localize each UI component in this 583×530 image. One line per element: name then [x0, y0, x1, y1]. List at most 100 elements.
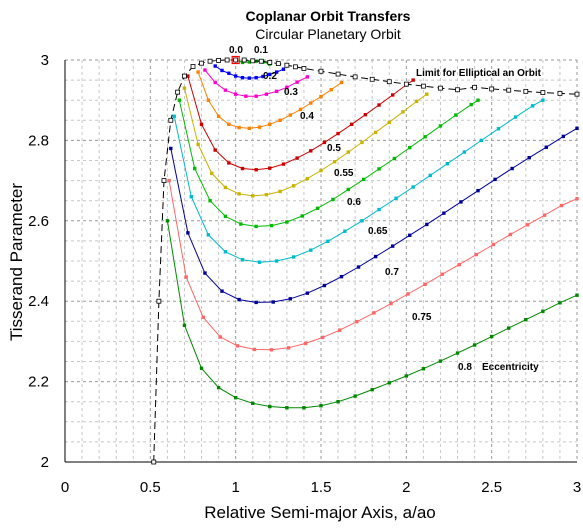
- series-limit-point: [168, 117, 174, 123]
- series-0-7-point: [493, 177, 497, 182]
- series-0-5-line: [187, 75, 414, 171]
- series-0-75-point: [508, 232, 513, 237]
- series-0-7-point: [186, 231, 190, 235]
- series-limit-point: [403, 81, 409, 87]
- series-0-8-point: [199, 366, 204, 371]
- series-0-55-point: [182, 86, 187, 90]
- series-0-55-point: [360, 140, 364, 145]
- series-0-8-point: [336, 400, 340, 404]
- x-axis-label: Relative Semi-major Axis, a/ao: [204, 503, 435, 522]
- series-limit-point: [557, 90, 563, 96]
- series-0-6-point: [223, 214, 228, 219]
- series-0-2-point: [227, 71, 231, 75]
- series-0-5-point: [336, 131, 340, 136]
- series-0-3-point: [223, 88, 228, 92]
- series-0-4-point: [247, 126, 252, 131]
- series-0-75-point: [457, 262, 461, 267]
- series-0-4-point: [227, 122, 231, 127]
- series-0-65-label: 0.65: [368, 226, 388, 237]
- series-0-7-point: [169, 146, 173, 151]
- series-0-4-point: [329, 88, 333, 92]
- series-0-65-point: [462, 150, 467, 154]
- series-0-4-point: [268, 122, 272, 127]
- series-0-2-point: [220, 68, 224, 73]
- series-0-7-point: [356, 265, 361, 269]
- series-0-8-point: [268, 404, 272, 409]
- series-0-7-point: [510, 166, 514, 171]
- series-0-5-point: [186, 74, 190, 78]
- series-0-55-point: [291, 184, 296, 188]
- series-0-3-point: [254, 94, 258, 98]
- series-0-8-point: [438, 359, 443, 363]
- series-0-55-point: [251, 194, 255, 198]
- series-0-8-point: [387, 381, 391, 385]
- series-0-65-point: [530, 104, 535, 108]
- series-0-55-point: [332, 160, 337, 164]
- series-limit-point: [216, 58, 222, 63]
- series-0-7-point: [544, 145, 548, 149]
- series-0-55-point: [278, 189, 282, 194]
- series-labels: 0.0 0.1 0.2 0.3 0.4 0.5 0.55 0.6 0.65 0.7 0.75 0.8: [229, 45, 472, 373]
- x-tick-label: 2.5: [481, 479, 502, 496]
- series-0-4-point: [309, 101, 313, 105]
- series-0-3-point: [244, 94, 248, 98]
- series-0-8-point: [472, 343, 477, 347]
- series-0-8-point: [233, 395, 238, 400]
- series-0-55-point: [223, 185, 228, 190]
- series-0-6-point: [208, 199, 212, 203]
- series-0-75-point: [389, 301, 393, 306]
- y-tick-label: 2.4: [28, 293, 49, 310]
- series-0-1-point: [247, 60, 252, 64]
- series-0-5-label: 0.5: [327, 143, 341, 154]
- series-0-7-point: [322, 283, 327, 288]
- series-0-6-point: [346, 187, 351, 192]
- series-0-65-point: [428, 173, 432, 178]
- series-0-55-point: [305, 176, 310, 181]
- series-0-7-point: [408, 233, 412, 237]
- series-0-6-point: [408, 145, 412, 150]
- series-0-6-point: [285, 220, 289, 224]
- series-0-75-point: [491, 242, 496, 247]
- series-limit-point: [523, 88, 529, 94]
- series-0-75-point: [406, 292, 410, 296]
- y-tick-label: 2.2: [28, 374, 49, 391]
- series-limit-point: [284, 62, 290, 68]
- tick-labels: 0 0.5 1 1.5 2 2.5 3 2 2.2 2.4 2.6 2.8 3: [28, 52, 581, 496]
- series-limit-point: [335, 71, 341, 77]
- series-0-75-point: [184, 275, 188, 279]
- series-limit-point: [455, 87, 460, 93]
- series-0-55-point: [387, 120, 391, 125]
- series-0-6-point: [239, 222, 243, 226]
- series-0-55-point: [346, 150, 351, 154]
- series-0-65-point: [309, 248, 313, 252]
- series-0-65-point: [223, 250, 228, 254]
- series-0-3-point: [305, 75, 310, 79]
- series-0-4-point: [196, 70, 200, 74]
- series-0-1-label: 0.1: [254, 45, 268, 56]
- series-0-8-point: [251, 401, 255, 406]
- x-tick-label: 1.5: [311, 479, 332, 496]
- series-0-8-point: [489, 334, 494, 339]
- series-0-5-point: [240, 166, 245, 171]
- series-0-8-point: [285, 406, 289, 410]
- series-limit-point: [301, 66, 307, 71]
- series-0-65-point: [206, 233, 211, 237]
- series-limit-point: [241, 57, 247, 63]
- series-0-4-point: [298, 107, 303, 112]
- series-0-55-point: [401, 110, 405, 114]
- series-limit-point: [369, 76, 375, 82]
- series-0-2-point: [240, 75, 245, 80]
- series-0-65-point: [445, 162, 449, 166]
- series-0-2-point: [281, 67, 286, 71]
- series-0-8-point: [455, 351, 460, 355]
- series-0-3-point: [274, 89, 279, 94]
- series-0-0-marker: [231, 55, 240, 65]
- series-0-2-label: 0.2: [263, 71, 277, 82]
- series-0-7-point: [561, 134, 566, 139]
- series-limit-point: [386, 79, 392, 85]
- series-0-8-point: [404, 374, 409, 378]
- series-limit-point: [161, 178, 167, 184]
- series-0-75-point: [338, 328, 342, 332]
- x-tick-label: 2: [402, 479, 410, 496]
